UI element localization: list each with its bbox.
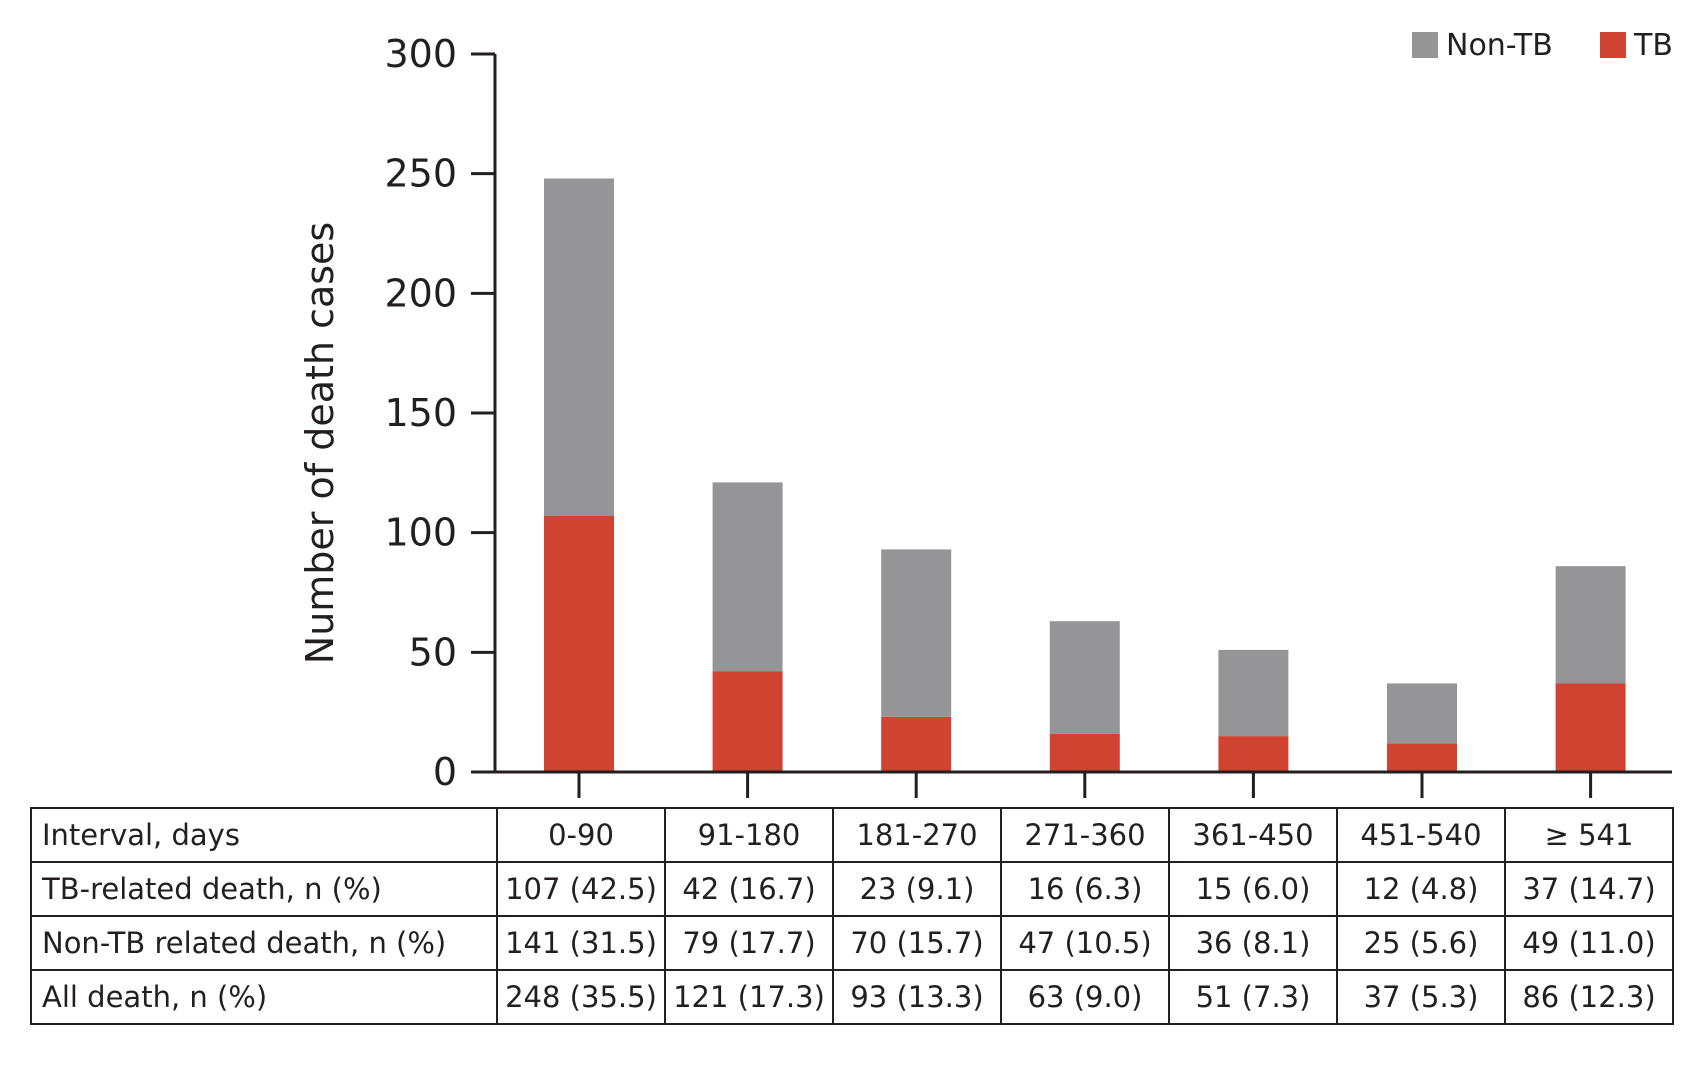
bar-non-tb-3 — [881, 549, 952, 717]
table-cell: 47 (10.5) — [1000, 915, 1170, 971]
bar-tb-2 — [712, 671, 783, 772]
table-column-header: 181-270 — [832, 807, 1002, 863]
table-column-header: 361-450 — [1168, 807, 1338, 863]
bar-tb-1 — [544, 515, 614, 772]
table-cell: 248 (35.5) — [496, 969, 666, 1025]
legend-swatch-tb — [1600, 32, 1626, 58]
bar-non-tb-1 — [544, 178, 614, 516]
bar-tb-3 — [881, 717, 952, 772]
table-cell: 25 (5.6) — [1336, 915, 1506, 971]
table-header-label: Interval, days — [30, 807, 498, 863]
legend-swatch-non-tb — [1412, 32, 1438, 58]
table-cell: 79 (17.7) — [664, 915, 834, 971]
legend: Non-TB TB — [1412, 28, 1673, 63]
table-column-header: 91-180 — [664, 807, 834, 863]
bar-non-tb-2 — [712, 482, 783, 672]
table-cell: 12 (4.8) — [1336, 861, 1506, 917]
table-row: Non-TB related death, n (%) 141 (31.5) 79 … — [30, 915, 1674, 971]
table-column-header: 0-90 — [496, 807, 666, 863]
table-cell: 16 (6.3) — [1000, 861, 1170, 917]
bar-non-tb-7 — [1555, 566, 1626, 684]
table-cell: 23 (9.1) — [832, 861, 1002, 917]
table-cell: 86 (12.3) — [1504, 969, 1674, 1025]
table-column-header: ≥ 541 — [1504, 807, 1674, 863]
table-cell: 42 (16.7) — [664, 861, 834, 917]
table-cell: 63 (9.0) — [1000, 969, 1170, 1025]
bar-non-tb-6 — [1387, 683, 1457, 744]
data-table: Interval, days 0-90 91-180 181-270 271-360 36… — [30, 807, 1674, 1025]
bar-tb-6 — [1387, 743, 1457, 772]
y-tick-label: 200 — [384, 271, 457, 315]
y-tick-label: 300 — [384, 32, 457, 76]
bar-tb-5 — [1218, 736, 1289, 772]
table-cell: 37 (14.7) — [1504, 861, 1674, 917]
table-column-header: 451-540 — [1336, 807, 1506, 863]
table-cell: 70 (15.7) — [832, 915, 1002, 971]
bar-tb-4 — [1049, 733, 1120, 772]
table-column-header: 271-360 — [1000, 807, 1170, 863]
table-cell: 107 (42.5) — [496, 861, 666, 917]
table-row-label: TB-related death, n (%) — [30, 861, 498, 917]
table-cell: 51 (7.3) — [1168, 969, 1338, 1025]
table-row-label: Non-TB related death, n (%) — [30, 915, 498, 971]
table-row: TB-related death, n (%) 107 (42.5) 42 (16.… — [30, 861, 1674, 917]
y-tick-label: 50 — [409, 630, 457, 674]
y-tick-label: 150 — [384, 391, 457, 435]
y-tick-label: 0 — [433, 750, 457, 794]
axes-group: 0 50 100 150 200 250 300 Number of death cases — [298, 32, 1672, 798]
bars-group — [544, 178, 1626, 772]
table-cell: 49 (11.0) — [1504, 915, 1674, 971]
table-cell: 36 (8.1) — [1168, 915, 1338, 971]
table-row-label: All death, n (%) — [30, 969, 498, 1025]
table-header-row: Interval, days 0-90 91-180 181-270 271-360 36… — [30, 807, 1674, 863]
y-axis-title: Number of death cases — [298, 222, 342, 664]
table-cell: 15 (6.0) — [1168, 861, 1338, 917]
legend-label-non-tb: Non-TB — [1446, 28, 1553, 63]
table-cell: 37 (5.3) — [1336, 969, 1506, 1025]
table-cell: 121 (17.3) — [664, 969, 834, 1025]
y-tick-label: 100 — [384, 511, 457, 555]
y-tick-label: 250 — [384, 152, 457, 196]
bar-non-tb-4 — [1049, 621, 1120, 734]
table-row: All death, n (%) 248 (35.5) 121 (17.3) 93 (… — [30, 969, 1674, 1025]
legend-label-tb: TB — [1633, 28, 1673, 63]
table-cell: 141 (31.5) — [496, 915, 666, 971]
bar-non-tb-5 — [1218, 649, 1289, 737]
bar-tb-7 — [1555, 683, 1626, 772]
table-cell: 93 (13.3) — [832, 969, 1002, 1025]
